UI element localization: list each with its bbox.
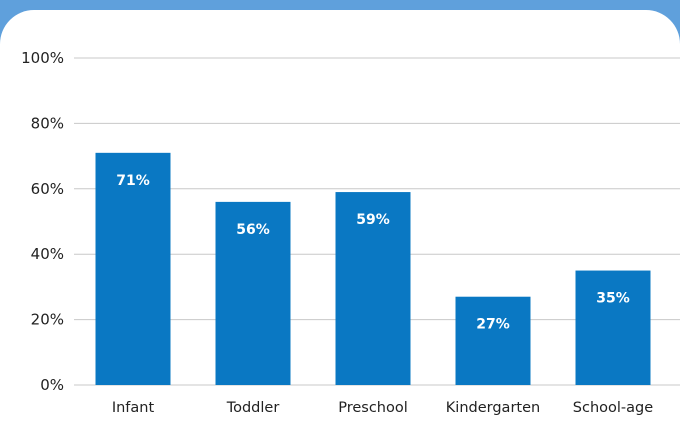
y-tick-label: 100%	[21, 49, 64, 67]
y-tick-label: 20%	[31, 311, 64, 329]
data-label: 35%	[596, 291, 630, 307]
chart-frame: 0% 20% 40% 60% 80% 100% 71% Infant 56% Toddler 59%…	[0, 10, 680, 430]
y-tick-label: 60%	[31, 180, 64, 198]
x-tick-label: Infant	[112, 400, 155, 416]
bar-chart: 0% 20% 40% 60% 80% 100% 71% Infant 56% Toddler 59%…	[21, 49, 680, 416]
x-tick-label: School-age	[573, 400, 653, 416]
data-label: 27%	[476, 317, 510, 333]
x-tick-label: Preschool	[338, 400, 408, 416]
bar	[95, 152, 171, 385]
bar	[215, 201, 291, 385]
y-tick-label: 0%	[40, 376, 64, 394]
x-tick-label: Toddler	[226, 400, 280, 416]
data-label: 59%	[356, 212, 390, 228]
y-tick-label: 40%	[31, 245, 64, 263]
data-label: 71%	[116, 173, 150, 189]
x-tick-label: Kindergarten	[446, 400, 540, 416]
bar	[335, 192, 411, 385]
y-tick-label: 80%	[31, 114, 64, 132]
data-label: 56%	[236, 222, 270, 238]
bar	[575, 270, 651, 385]
bar	[455, 296, 531, 385]
